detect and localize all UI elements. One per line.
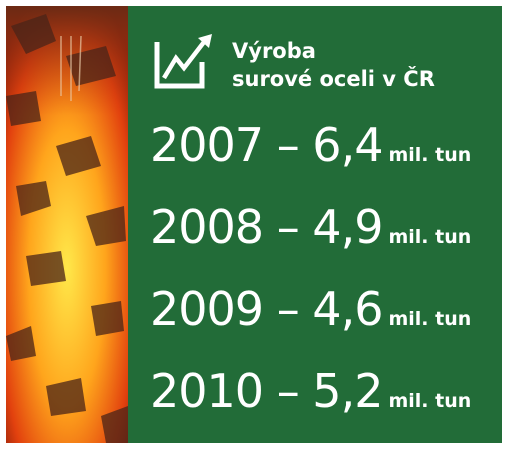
infographic: Výroba surové oceli v ČR 2007 – 6,4 mil. …: [0, 0, 508, 449]
title: Výroba: [232, 38, 316, 64]
chart-icon: [154, 34, 216, 90]
year-value: 2007 – 6,4: [150, 118, 382, 172]
unit: mil. tun: [388, 226, 471, 248]
panel: Výroba surové oceli v ČR 2007 – 6,4 mil. …: [128, 6, 502, 443]
year-value: 2008 – 4,9: [150, 200, 382, 254]
fire-image: [6, 6, 128, 443]
unit: mil. tun: [388, 308, 471, 330]
unit: mil. tun: [388, 144, 471, 166]
title: surové oceli v ČR: [232, 66, 435, 92]
year-value: 2009 – 4,6: [150, 282, 382, 336]
row: 2008 – 4,9 mil. tun: [150, 200, 471, 254]
row: 2007 – 6,4 mil. tun: [150, 118, 471, 172]
year-value: 2010 – 5,2: [150, 364, 382, 418]
unit: mil. tun: [388, 390, 471, 412]
row: 2009 – 4,6 mil. tun: [150, 282, 471, 336]
row: 2010 – 5,2 mil. tun: [150, 364, 471, 418]
